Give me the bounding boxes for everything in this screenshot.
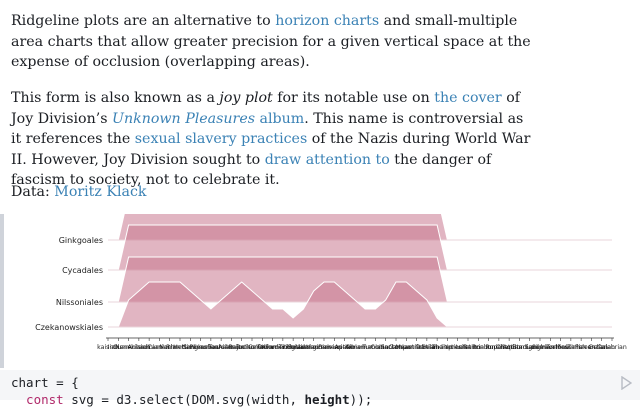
x-tick-label: Gelasian [588, 344, 615, 351]
x-tick-label: Oxfordian [257, 344, 287, 351]
paragraph-joy-plot: This form is also known as a joy plot fo… [11, 90, 531, 188]
series-label: Czekanowskiales [35, 323, 103, 332]
x-tick-label: Danian [416, 344, 438, 351]
x-tick-label: Ypresian [443, 344, 471, 351]
x-tick-label: Priabonian [472, 344, 505, 351]
x-tick-label: Campanian [389, 344, 424, 351]
x-tick-label: Coniacian [371, 344, 401, 351]
series-label: Nilssoniales [56, 298, 103, 307]
series-label: Cycadales [62, 266, 103, 275]
x-tick-label: Sinemurian [183, 344, 218, 351]
x-tick-label: Turonian [361, 344, 388, 351]
link-horizon-charts[interactable]: horizon charts [275, 13, 380, 29]
x-tick-label: Piacenzian [575, 344, 608, 351]
x-tick-label: Kimmeridgian [261, 344, 304, 351]
x-tick-label: Aptian [335, 344, 355, 351]
paragraph-intro: Ridgeline plots are an alternative to ho… [11, 13, 531, 70]
link-moritz-klack[interactable]: Moritz Klack [54, 184, 147, 200]
code-assign: = { [48, 375, 79, 390]
x-tick-label: Rhaetian [166, 344, 194, 351]
x-tick-label: Tortonian [545, 344, 575, 351]
code-editor[interactable]: chart = { const svg = d3.select(DOM.svg(… [11, 374, 372, 408]
series-label: Ginkgoales [59, 236, 103, 245]
x-tick-label: Valanginian [296, 344, 332, 351]
x-tick-label: Bartonian [463, 344, 493, 351]
x-tick-label: Albian [345, 344, 364, 351]
x-tick-label: Hettangian [173, 344, 207, 351]
x-tick-label: Maastrichtian [396, 344, 438, 351]
x-axis: kaisianInduanOlenekianAnisianLadinianCar… [97, 337, 627, 351]
x-tick-label: Rupelian [485, 344, 512, 351]
code-var-name: chart [11, 375, 49, 390]
x-tick-label: Hauterivian [306, 344, 342, 351]
x-tick-label: kaisian [97, 344, 119, 351]
x-tick-label: Carnian [147, 344, 171, 351]
link-unknown-pleasures[interactable]: Unknown Pleasures album [112, 110, 305, 127]
paragraph-data-source: Data: Moritz Klack [11, 184, 147, 200]
x-tick-label: Toarcian [207, 344, 234, 351]
link-draw-attention[interactable]: draw attention to [264, 151, 390, 168]
x-tick-label: Selandian [422, 344, 453, 351]
x-tick-label: Messinian [556, 344, 587, 351]
x-tick-label: Norian [160, 344, 180, 351]
link-the-cover[interactable]: the cover [434, 90, 502, 106]
x-tick-label: Aquitanian [503, 344, 536, 351]
x-tick-label: Zanclean [567, 344, 596, 351]
x-tick-label: Santonian [380, 344, 411, 351]
cell-indicator-bar [0, 214, 4, 368]
x-tick-label: Pliensbachian [190, 344, 233, 351]
x-tick-label: Tithonian [278, 344, 308, 351]
ridges-group [108, 214, 612, 328]
code-cell[interactable]: chart = { const svg = d3.select(DOM.svg(… [0, 370, 640, 407]
x-tick-label: Bajocian [229, 344, 255, 351]
x-tick-label: Callovian [248, 344, 277, 351]
x-tick-label: Anisian [128, 344, 151, 351]
x-tick-label: Aalenian [218, 344, 245, 351]
x-tick-label: Calabrian [597, 344, 627, 351]
x-tick-label: Induan [108, 344, 129, 351]
ridgeline-chart: Ginkgoales Cycadales Nilssoniales Czekanows… [35, 214, 627, 351]
x-tick-label: Olenekian [113, 344, 144, 351]
run-icon[interactable] [620, 376, 632, 390]
x-tick-label: Chattian [496, 344, 522, 351]
x-tick-label: Cenomanian [346, 344, 385, 351]
x-tick-label: Serravallian [532, 344, 569, 351]
link-sexual-slavery-practices[interactable]: sexual slavery practices [134, 131, 308, 147]
x-tick-label: Berriasian [288, 344, 319, 351]
series-labels: Ginkgoales Cycadales Nilssoniales Czekanows… [35, 236, 103, 332]
x-tick-label: Thanetian [431, 344, 463, 351]
x-tick-label: Barremian [318, 344, 350, 351]
emphasis-joy-plot: joy plot [219, 90, 273, 106]
x-tick-label: Lutetian [455, 344, 480, 351]
x-tick-label: Ladinian [136, 344, 162, 351]
x-tick-label: Bathonian [236, 344, 268, 351]
x-tick-label: Burdigalian [512, 344, 547, 351]
x-tick-label: Langhian [526, 344, 555, 351]
